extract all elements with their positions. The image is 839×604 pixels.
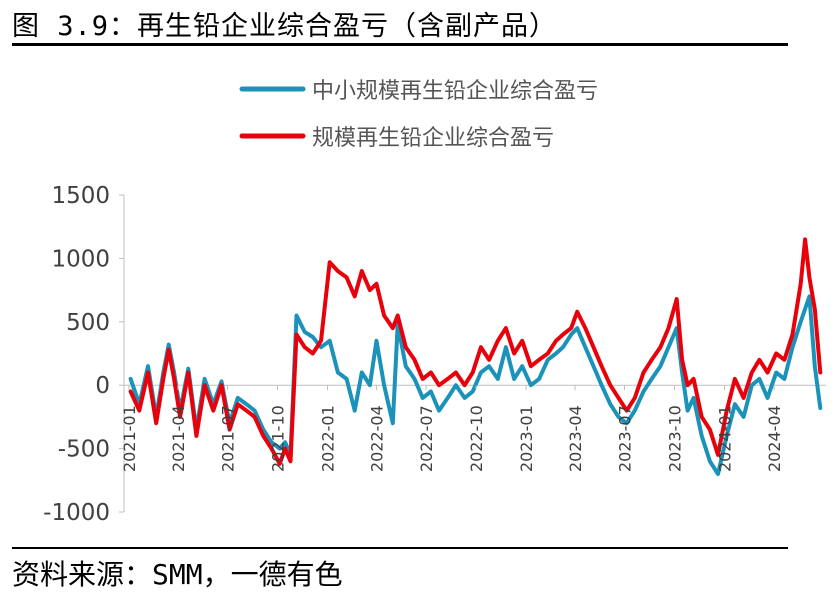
series-line-large-scale [128, 237, 823, 466]
y-tick-label: 1500 [51, 183, 110, 209]
x-tick-label: 2024-01 [716, 405, 735, 472]
y-tick-label: -500 [58, 437, 110, 463]
x-tick-label: 2021-01 [120, 405, 139, 472]
y-tick-label: 0 [95, 373, 110, 399]
title-rule [12, 43, 788, 46]
source-rule [12, 547, 788, 549]
series-line-small-medium [128, 294, 823, 476]
x-tick-label: 2022-04 [368, 405, 387, 472]
x-tick-label: 2021-04 [169, 405, 188, 472]
x-tick-label: 2023-07 [616, 405, 635, 472]
x-tick-label: 2022-07 [417, 405, 436, 472]
x-tick-label: 2022-10 [467, 405, 486, 472]
line-chart: 1500 1000 500 0 -500 -1000 2021-01 2021-04 2021-… [43, 79, 826, 526]
y-tick-label: -1000 [43, 500, 110, 526]
y-tick-label: 1000 [51, 246, 110, 272]
y-tick-label: 500 [66, 310, 110, 336]
figure-title: 图 3.9：再生铅企业综合盈亏（含副产品） [12, 11, 558, 42]
x-tick-label: 2021-07 [218, 405, 237, 472]
x-tick-label: 2023-01 [517, 405, 536, 472]
legend-label: 规模再生铅企业综合盈亏 [312, 126, 554, 151]
x-tick-label: 2024-04 [765, 405, 784, 472]
x-tick-label: 2023-10 [666, 405, 685, 472]
x-tick-label: 2022-01 [319, 405, 338, 472]
legend-label: 中小规模再生铅企业综合盈亏 [312, 79, 598, 104]
source-note: 资料来源：SMM，一德有色 [12, 558, 343, 591]
x-tick-label: 2021-10 [269, 405, 288, 472]
x-tick-label: 2023-04 [566, 405, 585, 472]
